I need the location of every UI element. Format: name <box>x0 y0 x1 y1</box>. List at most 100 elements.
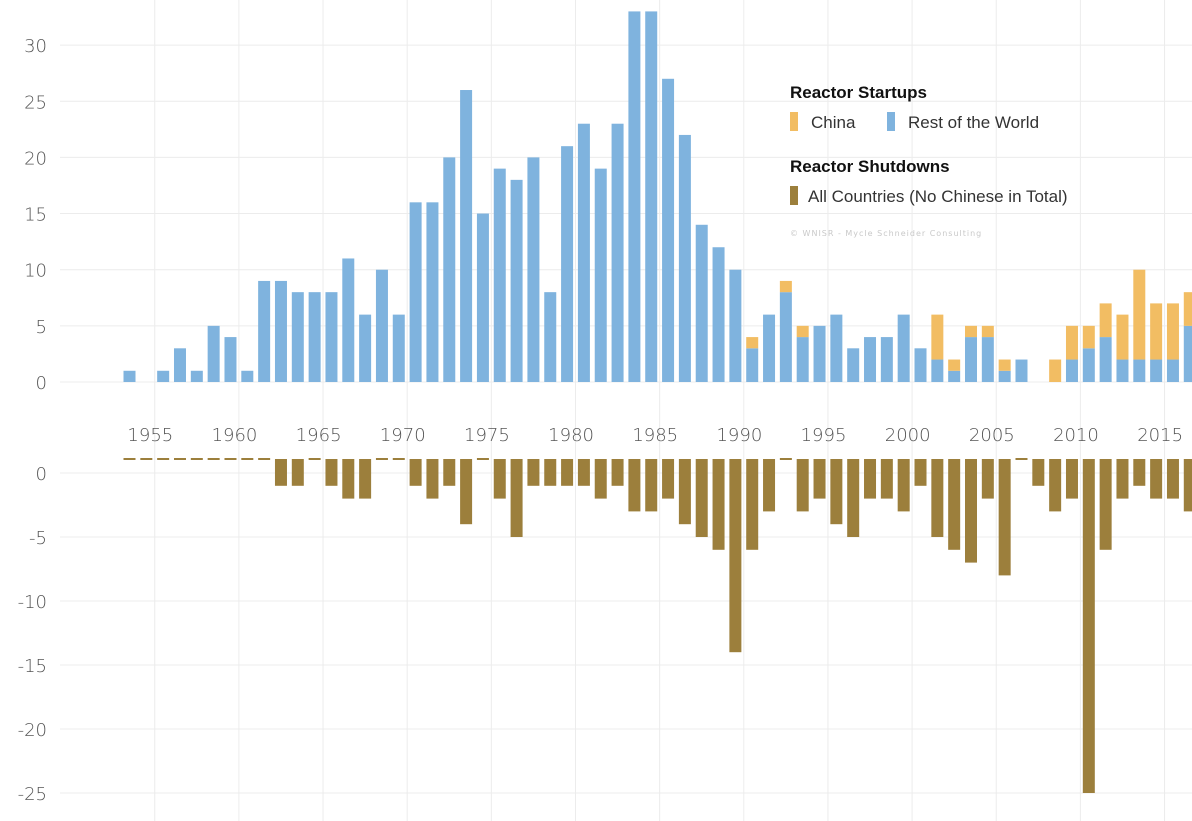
bar-shutdown <box>1099 459 1112 550</box>
bar-shutdown <box>864 459 877 499</box>
y-tick-label: -25 <box>18 784 47 805</box>
bar-shutdown <box>813 459 826 499</box>
bar-shutdown-zero-marker <box>173 458 186 460</box>
bar-china <box>998 359 1011 371</box>
bar-shutdown <box>746 459 759 550</box>
bar-china <box>931 314 944 360</box>
bar-shutdown <box>460 459 473 525</box>
bar-rest-of-world <box>628 11 641 382</box>
bar-rest-of-world <box>897 314 910 382</box>
bar-shutdown <box>897 459 910 512</box>
bar-china <box>1150 303 1163 360</box>
bar-china <box>948 359 961 371</box>
bar-rest-of-world <box>1183 325 1192 382</box>
bar-shutdown <box>981 459 994 499</box>
bar-rest-of-world <box>207 325 220 382</box>
bar-shutdown <box>274 459 287 486</box>
x-tick-label: 2005 <box>969 425 1015 446</box>
bar-rest-of-world <box>1065 359 1078 382</box>
credit-watermark: © WNISR - Mycle Schneider Consulting <box>790 229 982 238</box>
bar-rest-of-world <box>931 359 944 382</box>
bar-shutdown <box>544 459 557 486</box>
bar-shutdown <box>510 459 523 537</box>
bar-rest-of-world <box>460 90 473 383</box>
bar-shutdown <box>763 459 776 512</box>
bar-rest-of-world <box>476 213 489 382</box>
bar-china <box>1183 292 1192 326</box>
bar-shutdown <box>611 459 624 486</box>
bar-shutdown <box>948 459 961 550</box>
bar-rest-of-world <box>1133 359 1146 382</box>
bar-shutdown <box>1183 459 1192 512</box>
bar-rest-of-world <box>594 168 607 382</box>
bar-shutdown-zero-marker <box>392 458 405 460</box>
bar-shutdown <box>1150 459 1163 499</box>
x-tick-label: 1975 <box>464 425 510 446</box>
bar-rest-of-world <box>965 337 977 382</box>
bar-china <box>965 325 977 338</box>
bar-rest-of-world <box>695 224 708 382</box>
bar-rest-of-world <box>1116 359 1129 382</box>
bar-shutdown <box>1082 459 1095 793</box>
bar-rest-of-world <box>359 314 372 382</box>
bar-shutdown <box>880 459 893 499</box>
bar-rest-of-world <box>308 292 321 382</box>
y-tick-label: -5 <box>29 528 47 549</box>
bar-shutdown <box>577 459 590 486</box>
x-tick-label: 2010 <box>1053 425 1099 446</box>
bar-rest-of-world <box>611 123 624 383</box>
bar-shutdown <box>678 459 691 525</box>
bar-shutdown-zero-marker <box>258 458 271 460</box>
y-tick-label: 0 <box>36 464 47 485</box>
bar-rest-of-world <box>796 337 809 382</box>
bar-rest-of-world <box>173 348 186 382</box>
bar-rest-of-world <box>729 269 742 382</box>
bar-rest-of-world <box>998 370 1011 382</box>
bar-rest-of-world <box>864 337 877 382</box>
y-tick-label: 15 <box>24 205 47 226</box>
bar-shutdown-zero-marker <box>476 458 489 460</box>
bar-rest-of-world <box>190 370 203 382</box>
y-tick-label: 5 <box>36 317 47 338</box>
bar-rest-of-world <box>914 348 927 382</box>
bar-rest-of-world <box>409 202 422 382</box>
bar-shutdown <box>796 459 809 512</box>
bar-shutdown <box>914 459 927 486</box>
bar-shutdown-zero-marker <box>1015 458 1028 460</box>
bar-rest-of-world <box>1015 359 1028 382</box>
bar-rest-of-world <box>830 314 843 382</box>
bar-shutdown <box>426 459 439 499</box>
legend-shutdown-swatch <box>790 186 798 205</box>
x-tick-label: 1960 <box>212 425 258 446</box>
bar-rest-of-world <box>443 157 456 382</box>
bar-rest-of-world <box>746 348 759 382</box>
bar-china <box>981 325 994 338</box>
bar-shutdown-zero-marker <box>123 458 136 460</box>
bar-rest-of-world <box>241 370 254 382</box>
bar-rest-of-world <box>847 348 860 382</box>
bar-china <box>1116 314 1129 360</box>
x-tick-label: 1955 <box>127 425 173 446</box>
legend-shutdowns-title: Reactor Shutdowns <box>790 157 950 176</box>
legend-china-label: China <box>811 113 856 132</box>
bar-rest-of-world <box>510 179 523 382</box>
bar-rest-of-world <box>1166 359 1179 382</box>
bar-rest-of-world <box>712 247 725 382</box>
bar-rest-of-world <box>342 258 355 382</box>
bar-shutdown-zero-marker <box>224 458 237 460</box>
bar-rest-of-world <box>527 157 540 382</box>
bar-shutdown-zero-marker <box>157 458 170 460</box>
bar-shutdown <box>628 459 641 512</box>
bar-rest-of-world <box>224 337 237 382</box>
bar-shutdown <box>594 459 607 499</box>
bar-shutdown <box>695 459 708 537</box>
bar-rest-of-world <box>123 370 136 382</box>
bar-shutdown <box>325 459 338 486</box>
bar-shutdown <box>847 459 860 537</box>
bar-shutdown <box>965 459 977 563</box>
bar-rest-of-world <box>325 292 338 382</box>
x-tick-label: 1990 <box>716 425 762 446</box>
bar-china <box>1082 325 1095 349</box>
bar-china <box>1065 325 1078 360</box>
